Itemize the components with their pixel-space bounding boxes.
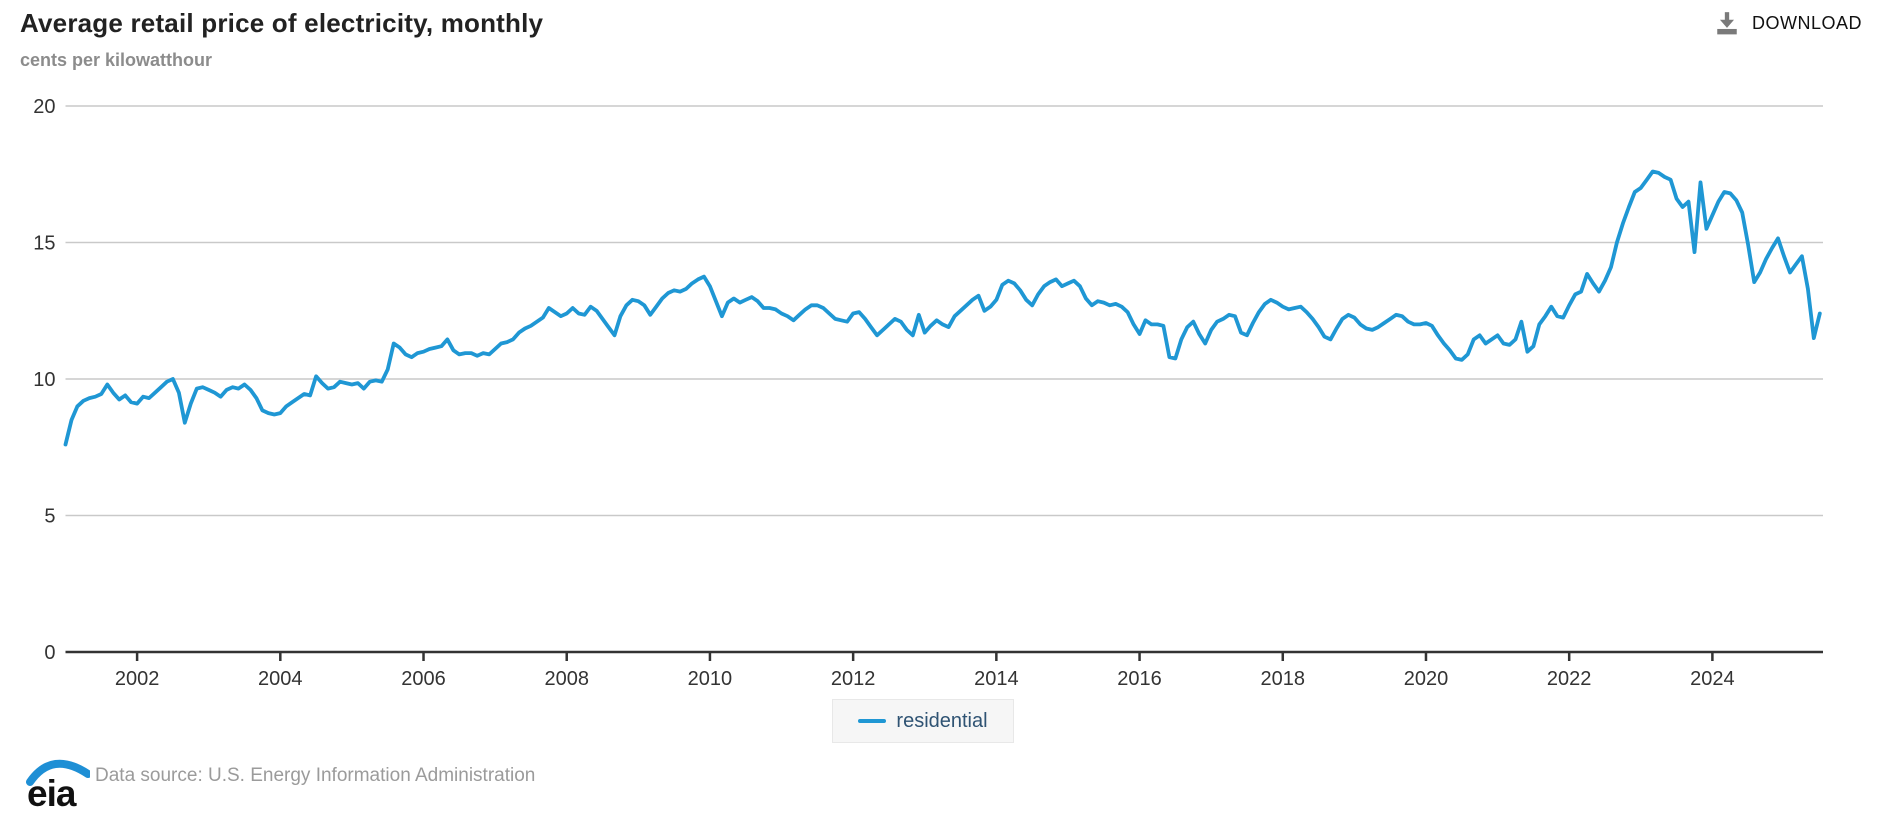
x-axis-label-2014: 2014 xyxy=(974,668,1019,690)
legend-label: residential xyxy=(896,709,988,732)
data-source-text: Data source: U.S. Energy Information Adm… xyxy=(95,765,536,786)
series-line-residential[interactable] xyxy=(63,169,1822,447)
chart-title: Average retail price of electricity, mon… xyxy=(20,8,544,38)
y-axis-label-20: 20 xyxy=(33,96,55,118)
x-axis-label-2018: 2018 xyxy=(1261,668,1306,690)
x-axis-label-2004: 2004 xyxy=(258,668,303,690)
x-axis-label-2016: 2016 xyxy=(1117,668,1162,690)
chart-y-unit-label: cents per kilowatthour xyxy=(20,50,213,70)
download-label: DOWNLOAD xyxy=(1751,12,1862,33)
x-axis-label-2020: 2020 xyxy=(1404,668,1449,690)
x-axis-label-2002: 2002 xyxy=(115,668,160,690)
x-axis-label-2008: 2008 xyxy=(544,668,589,690)
y-axis-label-10: 10 xyxy=(33,369,55,391)
download-button[interactable]: DOWNLOAD xyxy=(1714,10,1862,36)
eia-logo-swoosh xyxy=(26,759,92,786)
legend-line-swatch xyxy=(858,719,887,723)
x-axis-label-2006: 2006 xyxy=(401,668,446,690)
y-axis-label-0: 0 xyxy=(44,642,55,664)
x-axis-label-2010: 2010 xyxy=(688,668,733,690)
y-axis-label-5: 5 xyxy=(44,506,55,528)
x-axis-label-2012: 2012 xyxy=(831,668,876,690)
x-axis-label-2024: 2024 xyxy=(1690,668,1735,690)
eia-logo-text: eia xyxy=(27,773,77,812)
download-icon xyxy=(1714,10,1740,36)
x-axis-label-2022: 2022 xyxy=(1547,668,1592,690)
eia-logo: eia xyxy=(26,750,92,817)
y-axis-label-15: 15 xyxy=(33,233,55,255)
legend-item-residential[interactable]: residential xyxy=(832,699,1014,743)
